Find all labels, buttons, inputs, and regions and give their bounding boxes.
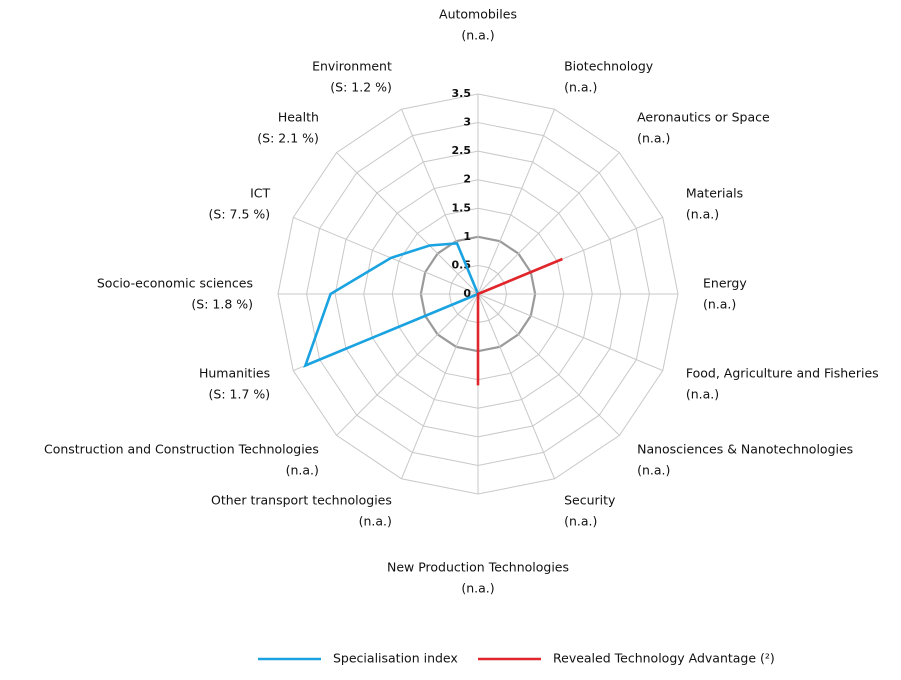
spoke <box>477 152 620 295</box>
spoke <box>401 293 479 479</box>
spoke <box>477 293 620 436</box>
category-label: Food, Agriculture and Fisheries <box>686 365 879 380</box>
category-note: (S: 1.8 %) <box>191 297 253 312</box>
spoke <box>477 293 663 371</box>
category-label: Nanosciences & Nanotechnologies <box>637 442 853 457</box>
tick-label: 3.5 <box>452 87 472 100</box>
spoke <box>336 293 479 436</box>
category-note: (n.a.) <box>461 581 494 596</box>
category-label: Biotechnology <box>564 58 654 73</box>
category-label: Materials <box>686 186 743 201</box>
category-label: Environment <box>312 58 392 73</box>
category-label: Humanities <box>199 365 270 380</box>
tick-label: 3 <box>463 116 471 129</box>
spoke <box>477 293 555 479</box>
category-note: (n.a.) <box>637 463 670 478</box>
legend-label: Specialisation index <box>333 651 458 666</box>
category-label: Socio-economic sciences <box>97 276 253 291</box>
category-note: (n.a.) <box>703 297 736 312</box>
category-note: (n.a.) <box>461 28 494 43</box>
category-label: Automobiles <box>439 7 517 22</box>
category-note: (S: 1.7 %) <box>209 386 271 401</box>
spoke <box>293 217 479 295</box>
category-note: (n.a.) <box>637 130 670 145</box>
category-label: Aeronautics or Space <box>637 109 770 124</box>
category-label: New Production Technologies <box>387 560 569 575</box>
category-label: Health <box>278 109 319 124</box>
category-note: (n.a.) <box>286 463 319 478</box>
series-line <box>476 257 563 386</box>
legend-label: Revealed Technology Advantage (²) <box>553 651 775 666</box>
category-note: (n.a.) <box>359 514 392 529</box>
category-note: (S: 7.5 %) <box>209 207 271 222</box>
category-note: (n.a.) <box>564 79 597 94</box>
series-line <box>303 241 480 368</box>
category-note: (n.a.) <box>564 514 597 529</box>
category-note: (S: 2.1 %) <box>257 130 319 145</box>
spoke <box>477 109 555 295</box>
category-note: (n.a.) <box>686 207 719 222</box>
category-label: Construction and Construction Technologi… <box>44 442 319 457</box>
category-note: (S: 1.2 %) <box>330 79 392 94</box>
category-label: Other transport technologies <box>211 493 392 508</box>
tick-label: 1 <box>463 230 471 243</box>
tick-label: 0 <box>463 287 471 300</box>
spoke <box>336 152 479 295</box>
category-label: Security <box>564 493 616 508</box>
tick-label: 2 <box>463 173 471 186</box>
tick-label: 2.5 <box>452 144 472 157</box>
category-label: ICT <box>250 186 270 201</box>
category-label: Energy <box>703 276 747 291</box>
tick-label: 1.5 <box>452 201 472 214</box>
category-note: (n.a.) <box>686 386 719 401</box>
